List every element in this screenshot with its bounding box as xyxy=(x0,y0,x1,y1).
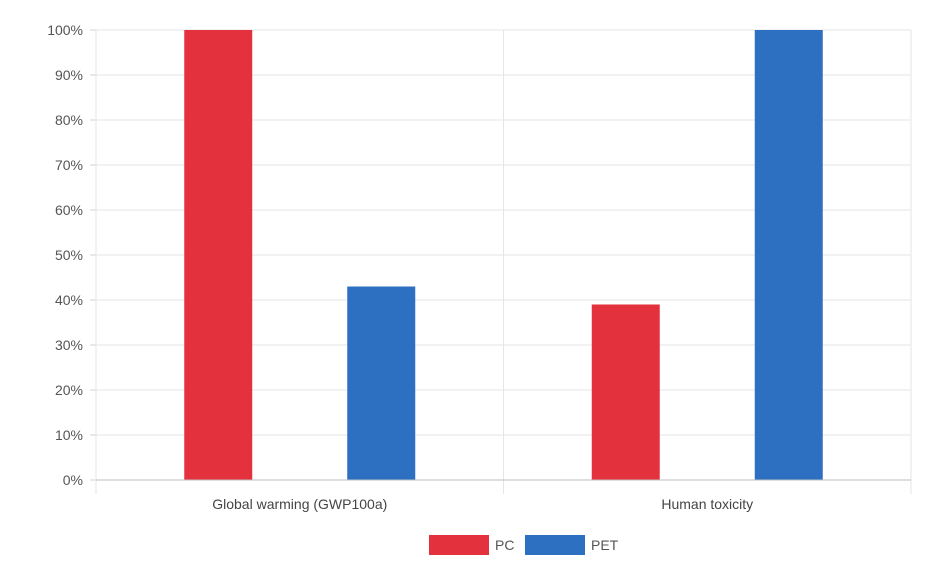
legend[interactable]: PC PET xyxy=(429,535,619,555)
legend-label: PC xyxy=(495,537,514,553)
y-tick-label: 70% xyxy=(55,157,83,173)
y-tick-label: 0% xyxy=(63,472,83,488)
bars xyxy=(184,30,823,480)
y-tick-label: 90% xyxy=(55,67,83,83)
bar-pet-1[interactable] xyxy=(347,286,416,481)
y-tick-label: 20% xyxy=(55,382,83,398)
y-tick-label: 100% xyxy=(47,22,83,38)
y-tick-label: 80% xyxy=(55,112,83,128)
x-category-label: Human toxicity xyxy=(661,496,753,512)
y-tick-label: 60% xyxy=(55,202,83,218)
legend-swatch xyxy=(429,535,489,555)
bar-pc-2[interactable] xyxy=(591,304,660,481)
legend-swatch xyxy=(525,535,585,555)
y-axis-ticks: 0% 10% 20% 30% 40% 50% 60% 70% 80% 90% 100% xyxy=(47,22,83,488)
x-axis-categories: Global warming (GWP100a) Human toxicity xyxy=(212,496,753,512)
bar-pc-1[interactable] xyxy=(184,30,253,480)
legend-item-pc[interactable]: PC xyxy=(429,535,514,555)
y-tick-label: 40% xyxy=(55,292,83,308)
y-tick-label: 50% xyxy=(55,247,83,263)
x-category-label: Global warming (GWP100a) xyxy=(212,496,387,512)
legend-item-pet[interactable]: PET xyxy=(525,535,619,555)
y-tick-label: 30% xyxy=(55,337,83,353)
bar-pet-2[interactable] xyxy=(754,30,823,480)
y-tick-label: 10% xyxy=(55,427,83,443)
legend-label: PET xyxy=(591,537,619,553)
